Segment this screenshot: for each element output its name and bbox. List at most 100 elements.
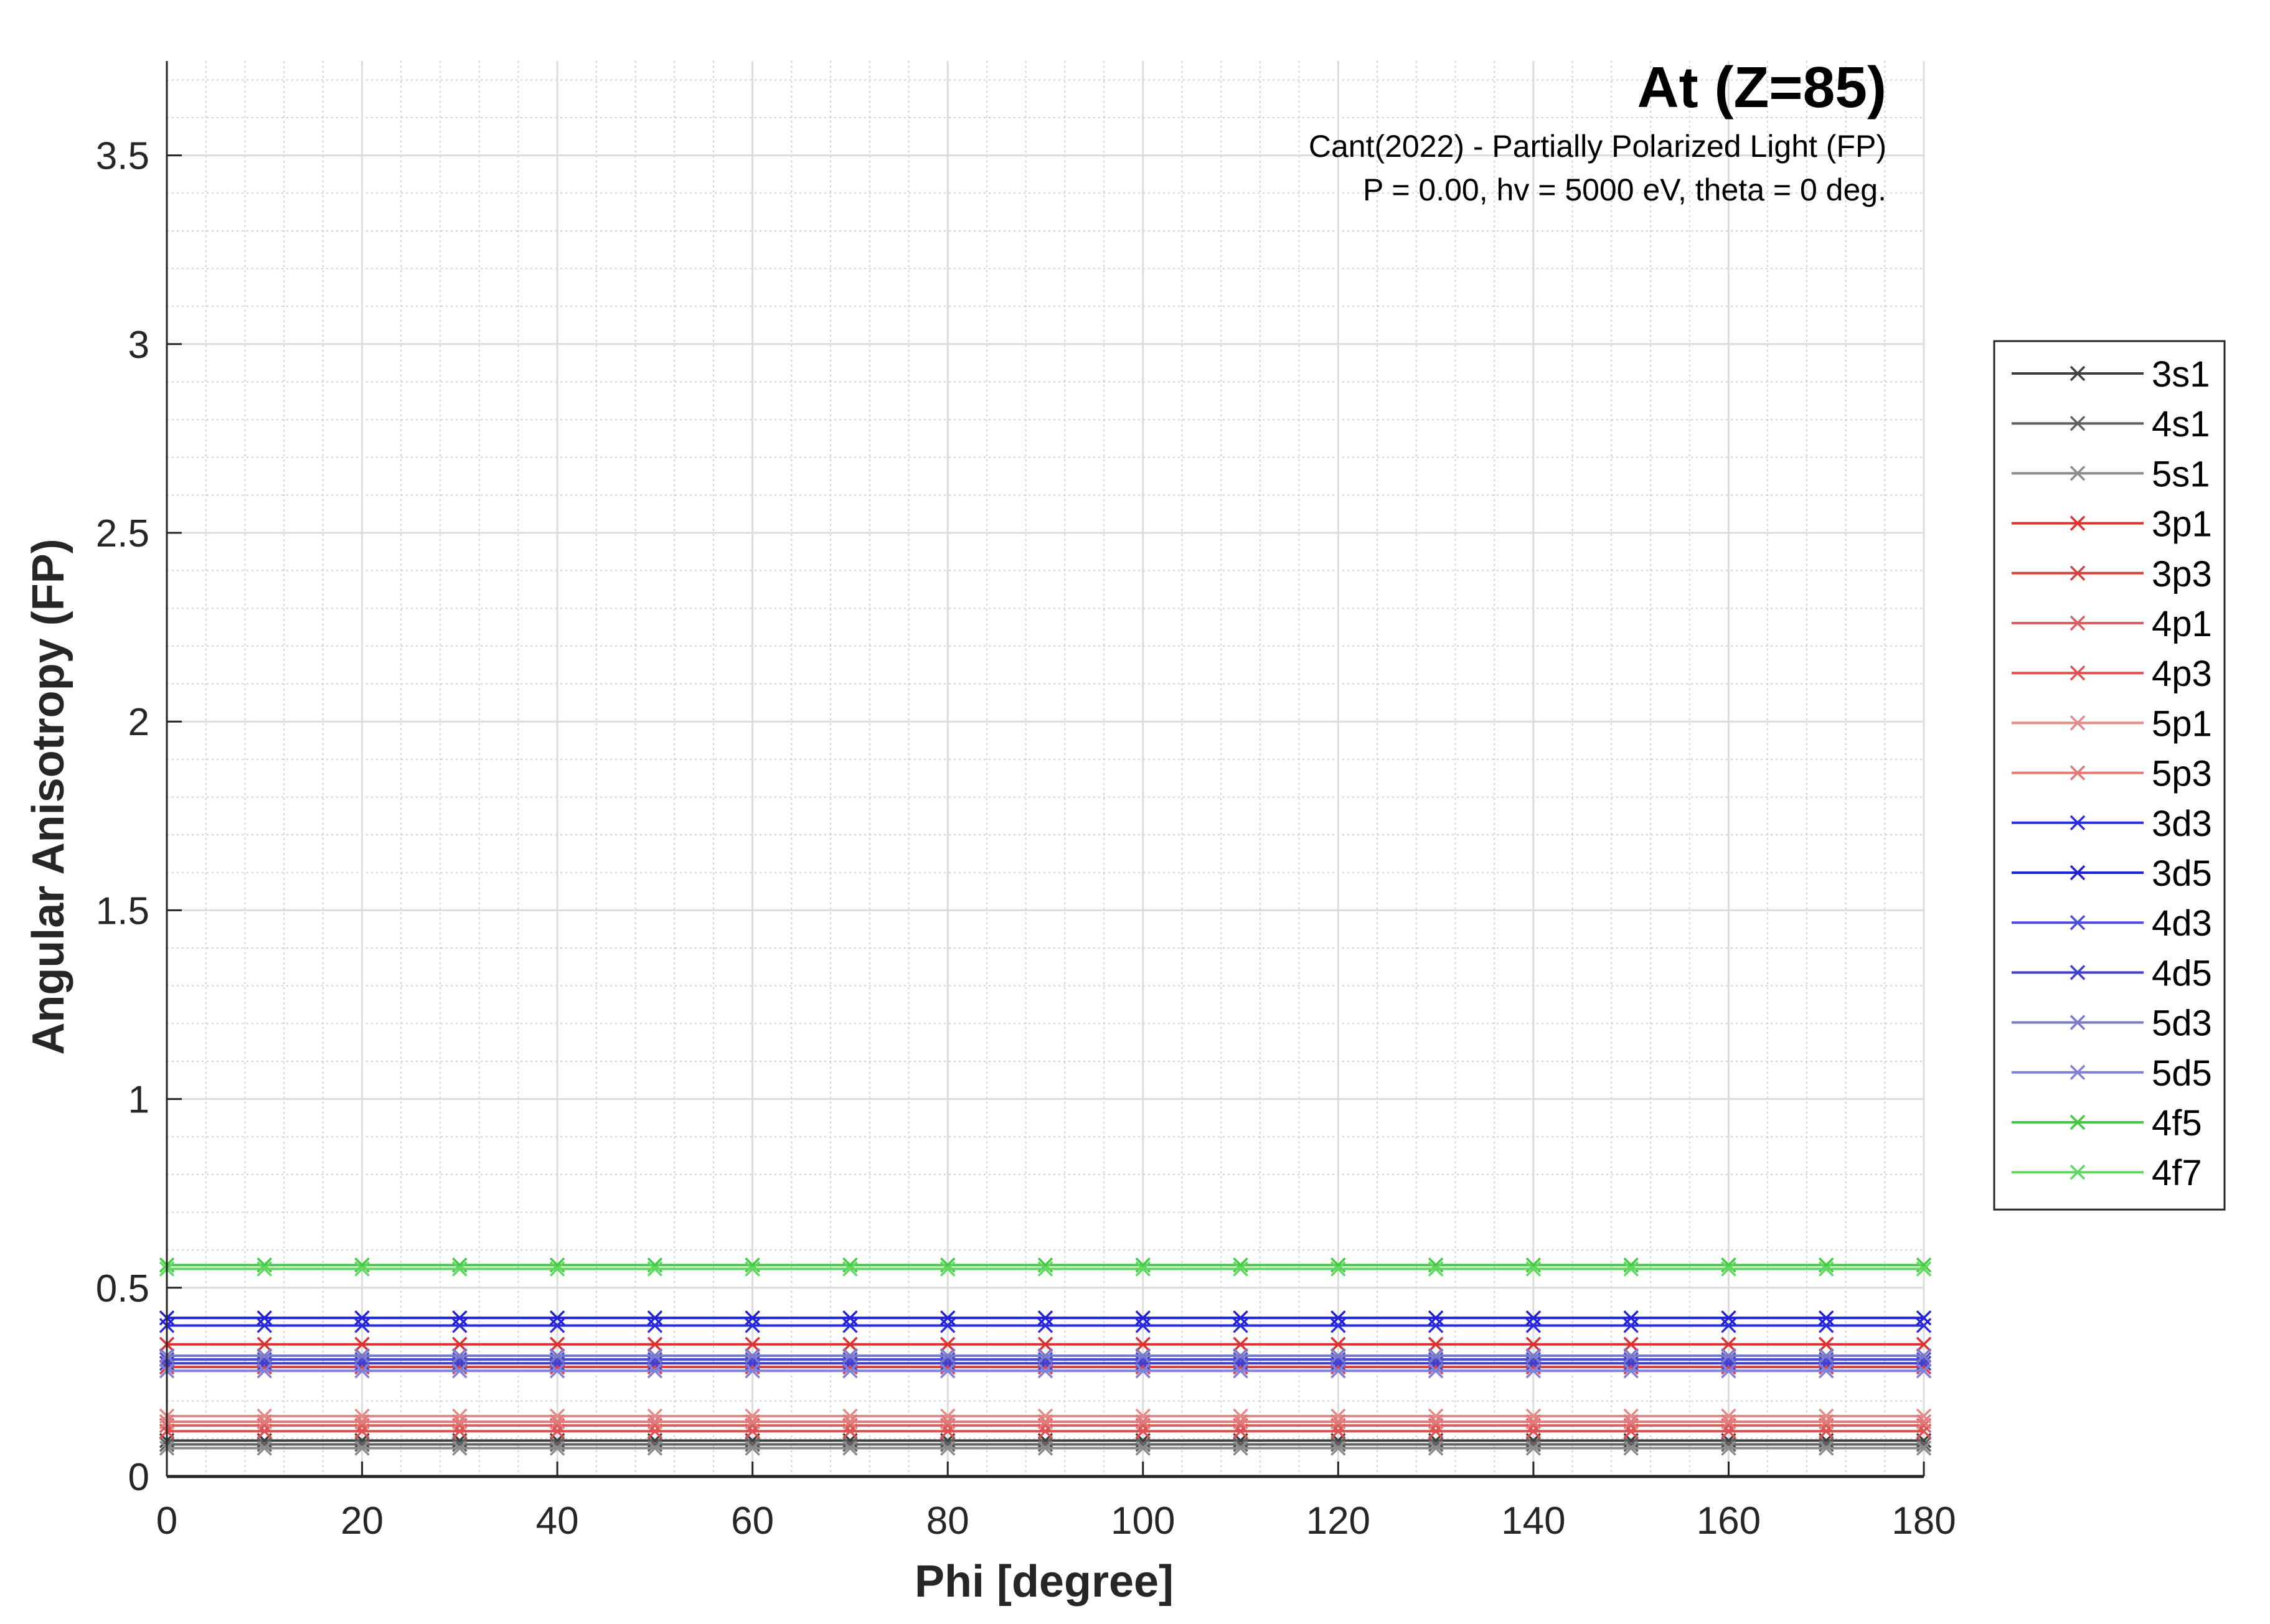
legend-entry-5s1: 5s1 — [2012, 454, 2210, 494]
data-point-3d3 — [257, 1318, 273, 1333]
data-point-3d3 — [1525, 1318, 1542, 1333]
data-point-3p1 — [745, 1336, 760, 1352]
data-point-5p3 — [940, 1414, 956, 1430]
data-point-4f7 — [1623, 1261, 1639, 1277]
data-point-5d5 — [1037, 1363, 1053, 1379]
data-point-3d3 — [1916, 1318, 1932, 1333]
data-point-5s1 — [1428, 1440, 1444, 1456]
data-point-5s1 — [1233, 1440, 1248, 1456]
data-point-5s1 — [354, 1440, 370, 1456]
legend-entry-5d3: 5d3 — [2012, 1003, 2212, 1044]
data-point-3d3 — [549, 1318, 565, 1333]
data-point-5d5 — [549, 1363, 565, 1379]
data-point-3d3 — [1233, 1318, 1248, 1333]
legend-label: 4p3 — [2152, 654, 2212, 694]
data-point-3d3 — [940, 1318, 956, 1333]
data-point-3p1 — [647, 1336, 663, 1352]
data-point-4f7 — [1721, 1261, 1736, 1277]
data-point-3d3 — [1135, 1318, 1151, 1333]
data-point-5p3 — [1916, 1414, 1932, 1430]
data-point-5d3 — [257, 1348, 273, 1364]
legend-marker — [2070, 1064, 2086, 1081]
legend-entry-4p1: 4p1 — [2012, 604, 2212, 644]
legend-label: 4f7 — [2152, 1153, 2202, 1193]
data-point-3p1 — [452, 1336, 468, 1352]
y-tick-label: 2 — [128, 701, 149, 744]
data-point-3d5 — [1721, 1310, 1736, 1326]
data-point-5d5 — [1233, 1363, 1248, 1379]
data-point-5d5 — [1721, 1363, 1736, 1379]
data-point-5d3 — [452, 1348, 468, 1364]
data-point-4f7 — [1916, 1261, 1932, 1277]
legend-marker — [2070, 415, 2086, 431]
data-point-3d5 — [1818, 1310, 1834, 1326]
data-point-4d5 — [842, 1355, 858, 1371]
legend-marker — [2070, 765, 2086, 781]
data-point-3d5 — [1428, 1310, 1444, 1326]
legend-marker — [2070, 466, 2086, 481]
data-point-4f7 — [257, 1261, 273, 1277]
series-5d3 — [159, 1348, 1932, 1364]
legend-entry-5d5: 5d5 — [2012, 1053, 2212, 1094]
data-point-5d5 — [1818, 1363, 1834, 1379]
data-point-4d5 — [257, 1355, 273, 1371]
legend-entry-3d5: 3d5 — [2012, 853, 2212, 894]
data-point-4d5 — [1721, 1355, 1736, 1371]
y-tick-label: 0 — [128, 1456, 149, 1499]
data-point-3d5 — [1525, 1310, 1542, 1326]
data-point-5d3 — [354, 1348, 370, 1364]
series-5d5 — [159, 1363, 1932, 1379]
data-point-3d3 — [1037, 1318, 1053, 1333]
legend: 3s1 4s1 5s1 3p1 3p3 4p1 4p3 5p1 5p3 3d3 3d5 4d3 4d5 5… — [1993, 340, 2226, 1211]
legend-label: 3d5 — [2152, 853, 2212, 894]
legend-marker — [2070, 615, 2086, 631]
data-point-5s1 — [549, 1440, 565, 1456]
legend-marker — [2070, 1015, 2086, 1030]
series-5p3 — [159, 1414, 1932, 1430]
chart-title: At (Z=85) — [1637, 55, 1886, 120]
data-point-5d5 — [257, 1363, 273, 1379]
data-point-5d3 — [745, 1348, 760, 1364]
data-point-5p3 — [549, 1414, 565, 1430]
data-point-5d3 — [647, 1348, 663, 1364]
legend-entry-3p1: 3p1 — [2012, 504, 2212, 545]
legend-label: 4f5 — [2152, 1103, 2202, 1143]
legend-label: 5p3 — [2152, 754, 2212, 794]
legend-label: 5s1 — [2152, 454, 2210, 494]
data-point-4d5 — [647, 1355, 663, 1371]
data-point-5p3 — [452, 1414, 468, 1430]
x-tick-label: 80 — [926, 1500, 969, 1542]
data-point-4f7 — [647, 1261, 663, 1277]
data-point-5d3 — [1916, 1348, 1932, 1364]
data-point-5s1 — [842, 1440, 858, 1456]
data-point-4d5 — [1818, 1355, 1834, 1371]
data-point-4d5 — [452, 1355, 468, 1371]
data-point-4f7 — [1330, 1261, 1346, 1277]
data-point-5s1 — [647, 1440, 663, 1456]
data-point-5d3 — [1233, 1348, 1248, 1364]
data-point-5p3 — [1428, 1414, 1444, 1430]
legend-entry-4p3: 4p3 — [2012, 654, 2212, 694]
data-point-3d3 — [842, 1318, 858, 1333]
series-5s1 — [159, 1440, 1932, 1456]
data-point-3p1 — [842, 1336, 858, 1352]
data-point-5s1 — [745, 1440, 760, 1456]
data-point-5p3 — [1330, 1414, 1346, 1430]
x-tick-label: 60 — [731, 1500, 774, 1542]
data-point-5s1 — [1818, 1440, 1834, 1456]
legend-entry-4f5: 4f5 — [2012, 1103, 2202, 1143]
data-point-3d5 — [549, 1310, 565, 1326]
data-point-3p1 — [940, 1336, 956, 1352]
y-axis-label: Angular Anisotropy (FP) — [24, 538, 73, 1054]
data-point-4f7 — [549, 1261, 565, 1277]
legend-label: 3s1 — [2152, 354, 2210, 395]
data-point-3d3 — [354, 1318, 370, 1333]
series-3d5 — [159, 1310, 1932, 1326]
data-point-4f7 — [1525, 1261, 1542, 1277]
data-point-3d5 — [842, 1310, 858, 1326]
data-point-3p1 — [1135, 1336, 1151, 1352]
y-tick-label: 3 — [128, 324, 149, 367]
legend-label: 4p1 — [2152, 604, 2212, 644]
